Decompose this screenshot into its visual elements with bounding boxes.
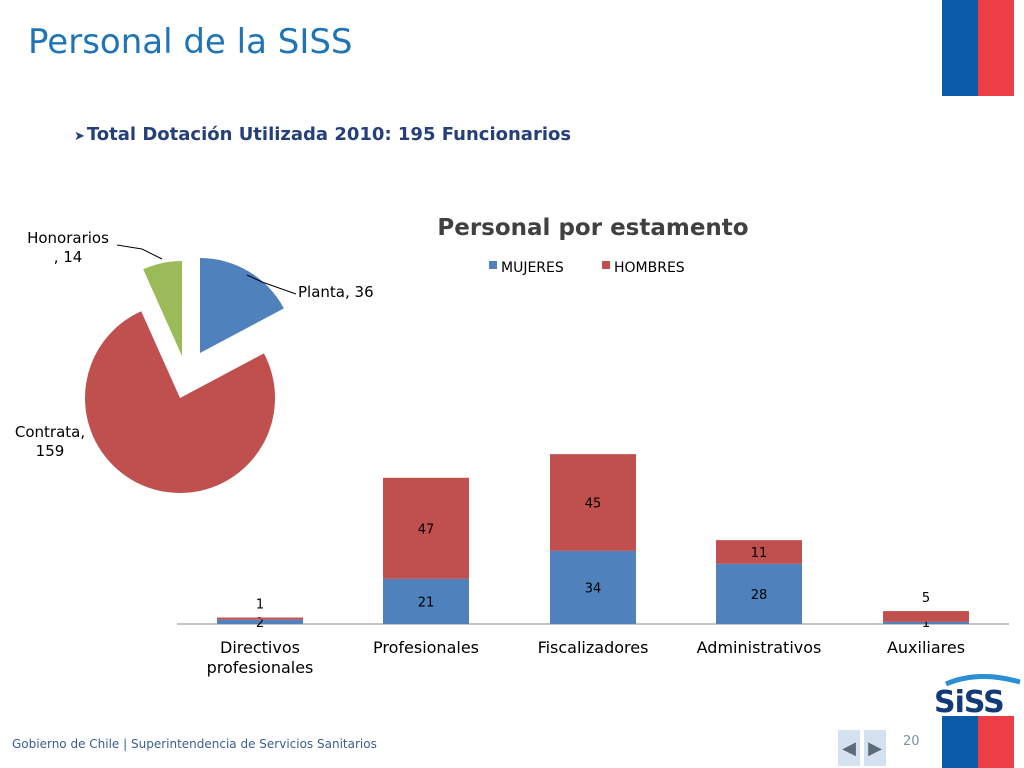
legend-swatch-hombres xyxy=(602,261,610,269)
bar-value-mujeres-0: 2 xyxy=(256,616,264,631)
pie-slice-contrata xyxy=(85,311,276,493)
slide-title: Personal de la SISS xyxy=(28,22,353,62)
legend-label-hombres: HOMBRES xyxy=(614,260,685,276)
bar-hombres-0 xyxy=(217,617,303,620)
bar-mujeres-0 xyxy=(217,619,303,624)
legend-label-mujeres: MUJERES xyxy=(501,260,564,276)
bar-hombres-3 xyxy=(716,540,802,564)
pie-label-contrata: Contrata, xyxy=(15,423,85,441)
legend-swatch-mujeres xyxy=(489,261,497,269)
bar-value-hombres-0: 1 xyxy=(256,598,264,613)
siss-logo: SiSS xyxy=(932,673,1024,726)
svg-text:SiSS: SiSS xyxy=(934,685,1004,718)
pie-leader-planta xyxy=(246,274,297,295)
bar-hombres-2 xyxy=(550,454,636,551)
bar-value-hombres-1: 47 xyxy=(418,522,435,537)
x-tick-label-3: Administrativos xyxy=(697,638,822,657)
pie-label-contrata-value: 159 xyxy=(36,442,65,460)
bar-value-mujeres-2: 34 xyxy=(585,581,602,596)
page-number: 20 xyxy=(903,734,920,749)
pie-label-honorarios-value: , 14 xyxy=(54,248,83,266)
bar-hombres-4 xyxy=(883,611,969,622)
bar-value-hombres-2: 45 xyxy=(585,497,602,512)
bar-chart-title: Personal por estamento xyxy=(437,215,748,241)
bar-value-mujeres-4: 1 xyxy=(922,616,930,631)
bar-hombres-1 xyxy=(383,477,469,579)
bar-value-mujeres-3: 28 xyxy=(751,588,768,603)
x-tick-label-4: Auxiliares xyxy=(887,638,965,657)
triangle-right-icon: ▶ xyxy=(868,737,882,759)
bar-mujeres-4 xyxy=(883,621,969,624)
pie-leader-honorarios xyxy=(116,244,163,260)
x-tick-label-0-line2: profesionales xyxy=(207,658,314,677)
footer-text: Gobierno de Chile | Superintendencia de … xyxy=(12,737,377,751)
x-tick-label-0: Directivos xyxy=(220,638,300,657)
triangle-left-icon: ◀ xyxy=(842,737,856,759)
flag-red-stripe-bottom xyxy=(978,716,1014,768)
pie-label-planta: Planta, 36 xyxy=(298,283,374,301)
bullet-arrow-icon: ➤ xyxy=(74,129,85,144)
x-tick-label-2: Fiscalizadores xyxy=(538,638,649,657)
bar-mujeres-3 xyxy=(716,563,802,624)
nav-next-button[interactable]: ▶ xyxy=(864,730,886,766)
bullet-text: Total Dotación Utilizada 2010: 195 Funci… xyxy=(86,124,572,145)
pie-slice-planta xyxy=(200,258,284,353)
flag-red-stripe xyxy=(978,0,1014,96)
bar-mujeres-1 xyxy=(383,578,469,624)
flag-blue-stripe xyxy=(942,0,978,96)
pie-label-honorarios: Honorarios xyxy=(27,229,109,247)
bar-value-hombres-4: 5 xyxy=(922,591,930,606)
flag-blue-stripe-bottom xyxy=(942,716,978,768)
x-tick-label-1: Profesionales xyxy=(373,638,479,657)
bar-value-hombres-3: 11 xyxy=(751,546,768,561)
bar-mujeres-2 xyxy=(550,550,636,624)
pie-slice-honorarios xyxy=(143,261,182,356)
bullet-point: ➤ Total Dotación Utilizada 2010: 195 Func… xyxy=(74,124,571,145)
bar-value-mujeres-1: 21 xyxy=(418,595,435,610)
nav-prev-button[interactable]: ◀ xyxy=(838,730,860,766)
